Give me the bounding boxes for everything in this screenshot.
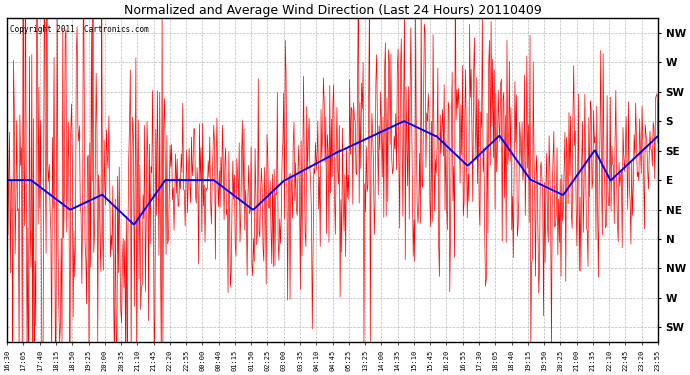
Title: Normalized and Average Wind Direction (Last 24 Hours) 20110409: Normalized and Average Wind Direction (L…	[124, 4, 542, 17]
Text: Copyright 2011  Cartronics.com: Copyright 2011 Cartronics.com	[10, 25, 149, 34]
